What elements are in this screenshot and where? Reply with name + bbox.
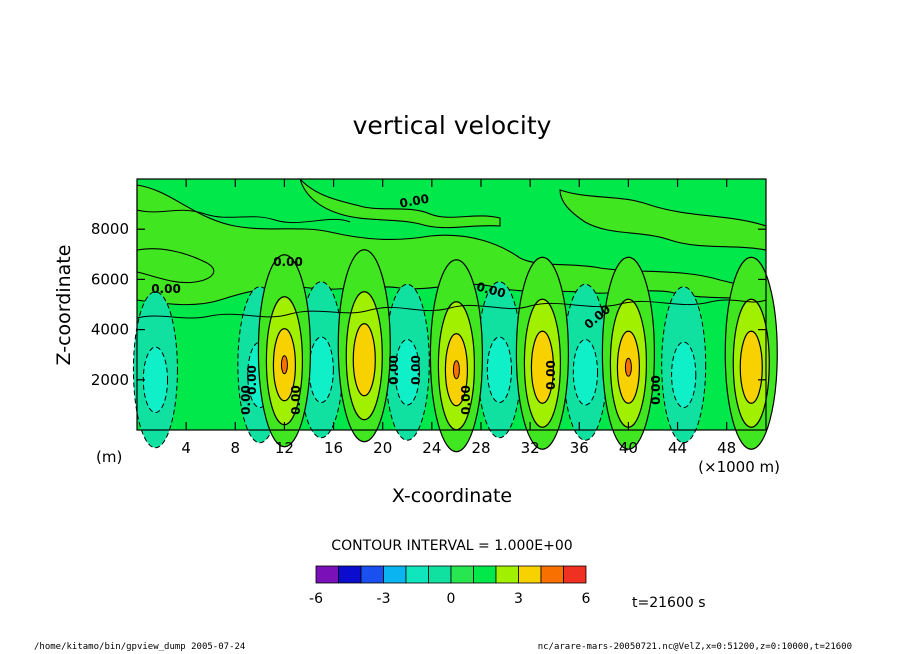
downdraft-core-3 — [394, 339, 420, 406]
time-label: t=21600 s — [632, 595, 706, 611]
x-tick-label-7: 32 — [521, 439, 540, 457]
colorbar-segment-7 — [473, 565, 497, 584]
x-tick-label-11: 48 — [717, 439, 736, 457]
x-tick-label-3: 16 — [324, 439, 343, 457]
contour-lines — [136, 209, 767, 319]
updraft-peak-4 — [624, 357, 632, 377]
colorbar-tick-label-4: 6 — [582, 591, 591, 607]
colorbar-segment-8 — [495, 565, 519, 584]
contour-label-12: 0.00 — [409, 355, 423, 385]
updraft-peak-0 — [280, 355, 288, 375]
contour-label-6: 0.00 — [289, 385, 303, 415]
contour-label-5: 0.00 — [239, 385, 253, 415]
colorbar-segment-5 — [428, 565, 452, 584]
x-tick-label-5: 24 — [422, 439, 441, 457]
colorbar-tick-label-1: -3 — [377, 591, 391, 607]
x-axis-ticks: 4 8 12 16 20 24 28 32 36 40 44 48 — [181, 179, 736, 457]
y-unit-label: (m) — [96, 448, 122, 466]
colorbar-segment-10 — [540, 565, 564, 584]
x-tick-label-10: 44 — [668, 439, 687, 457]
colorbar-segment-3 — [383, 565, 407, 584]
updraft-level-5-2 — [739, 330, 763, 404]
x-tick-label-1: 8 — [231, 439, 241, 457]
contour-interval-label: CONTOUR INTERVAL = 1.000E+00 — [331, 538, 572, 554]
upper-positive-region-2 — [559, 189, 767, 251]
x-axis-label: X-coordinate — [392, 485, 512, 507]
footer-left: /home/kitamo/bin/gpview_dump 2005-07-24 — [34, 642, 245, 652]
colorbar-tick-label-3: 3 — [514, 591, 523, 607]
footer-right: nc/arare-mars-20050721.nc@VelZ,x=0:51200… — [538, 642, 852, 652]
colorbar-segment-9 — [518, 565, 542, 584]
colorbar-segment-1 — [338, 565, 362, 584]
zero-contour-line-1 — [136, 299, 767, 319]
contour-label-2: 0.00 — [151, 282, 181, 296]
y-tick-label-3: 8000 — [91, 220, 129, 238]
upper-positive-region-1 — [299, 178, 501, 229]
downdraft-core-6 — [671, 341, 697, 409]
updraft-level-3-2 — [530, 330, 555, 404]
plot-frame — [136, 178, 767, 431]
downdraft-core-4 — [486, 336, 513, 404]
colorbar-tick-label-0: -6 — [309, 591, 323, 607]
colorbar-segment-6 — [450, 565, 474, 584]
x-tick-label-4: 20 — [373, 439, 392, 457]
contour-label-7: 0.00 — [459, 385, 473, 415]
downdraft-core-5 — [572, 339, 599, 406]
colorbar-segment-0 — [315, 565, 339, 584]
y-tick-label-0: 2000 — [91, 371, 129, 389]
chart-title: vertical velocity — [353, 111, 552, 140]
contour-fills — [132, 178, 778, 453]
y-tick-label-2: 6000 — [91, 270, 129, 288]
y-axis-label: Z-coordinate — [53, 245, 75, 366]
zero-contour-line-0 — [136, 209, 351, 224]
x-tick-label-2: 12 — [275, 439, 294, 457]
colorbar-tick-label-2: 0 — [447, 591, 456, 607]
colorbar — [315, 565, 587, 584]
colorbar-segment-4 — [405, 565, 429, 584]
colorbar-segment-11 — [563, 565, 587, 584]
updraft-peak-2 — [452, 360, 460, 380]
contour-label-1: 0.00 — [273, 255, 303, 269]
colorbar-segment-2 — [360, 565, 384, 584]
x-unit-label: (×1000 m) — [698, 458, 780, 476]
plot-area: 0.000.000.00 0.000.000.00 0.00 0.000.000.00… — [132, 178, 778, 453]
contour-label-8: 0.00 — [544, 360, 558, 390]
x-tick-label-6: 28 — [471, 439, 490, 457]
downdraft-core-0 — [142, 346, 169, 414]
contour-label-10: 0.00 — [245, 365, 259, 395]
x-tick-label-9: 40 — [619, 439, 638, 457]
x-tick-label-0: 4 — [181, 439, 191, 457]
contour-label-0: 0.00 — [399, 192, 431, 211]
contour-label-9: 0.00 — [649, 375, 663, 405]
upper-positive-region-3 — [136, 248, 215, 284]
downdraft-core-2 — [308, 336, 334, 404]
y-tick-label-1: 4000 — [91, 321, 129, 339]
contour-label-11: 0.00 — [387, 355, 401, 385]
y-axis-ticks: 2000 4000 6000 8000 — [91, 220, 766, 389]
colorbar-tick-labels: -6 -3 0 3 6 — [309, 591, 591, 607]
updraft-level-1-2 — [352, 323, 376, 397]
x-tick-label-8: 36 — [570, 439, 589, 457]
